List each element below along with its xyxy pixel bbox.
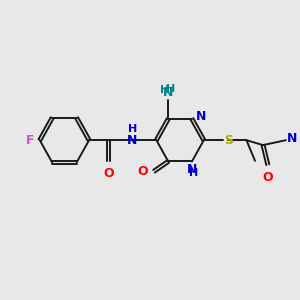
Text: O: O xyxy=(104,167,114,180)
Text: N: N xyxy=(127,134,137,147)
Text: H: H xyxy=(160,85,169,95)
Text: N: N xyxy=(287,132,297,145)
Text: H: H xyxy=(167,84,176,94)
Text: O: O xyxy=(262,171,273,184)
Text: H: H xyxy=(189,168,199,178)
Text: N: N xyxy=(196,110,206,123)
Text: H: H xyxy=(128,124,137,134)
Text: F: F xyxy=(26,134,34,147)
Text: N: N xyxy=(187,164,197,176)
Text: N: N xyxy=(163,86,173,99)
Text: S: S xyxy=(224,134,233,147)
Text: O: O xyxy=(138,165,148,178)
